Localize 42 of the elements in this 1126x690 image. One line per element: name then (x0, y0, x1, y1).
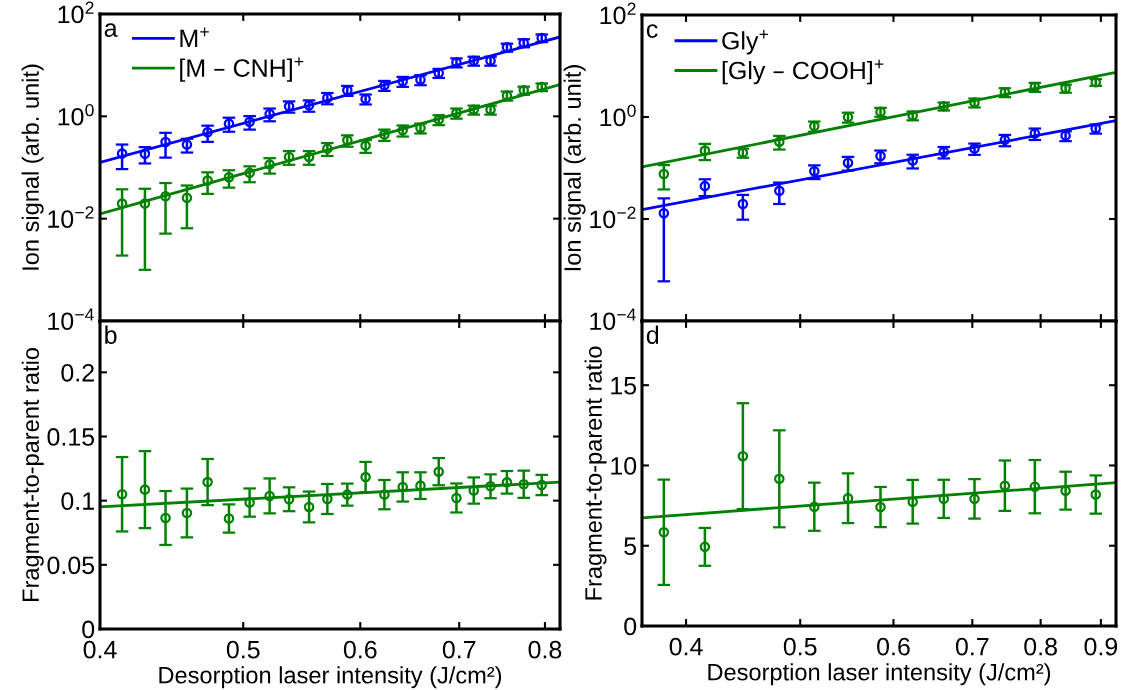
y-tick-label: 0 (82, 620, 95, 639)
x-tick-label: 0.5 (226, 640, 260, 659)
y-tick-label: 10$^{0}$ (600, 104, 636, 127)
y-axis-title: Fragment-to-parent ratio (21, 348, 44, 601)
y-axis-title: Ion signal (arb. unit) (563, 65, 586, 271)
x-tick-label: 0.7 (955, 637, 989, 656)
y-tick-label: 0.15 (47, 428, 95, 446)
annotation: a (104, 23, 118, 37)
y-tick-label: 0.05 (47, 556, 95, 575)
x-tick-label: 0.8 (1024, 637, 1057, 656)
y-axis-title: Fragment-to-parent ratio (584, 346, 607, 600)
y-tick-label: 10$^{−2}$ (590, 206, 636, 229)
annotation: c (646, 24, 658, 38)
x-tick-label: 0.6 (343, 640, 377, 659)
y-tick-label: 10 (611, 457, 637, 475)
x-tick-label: 0.8 (528, 640, 562, 659)
legend-label: M$^{+}$ (180, 27, 209, 47)
annotation: d (646, 325, 659, 344)
x-tick-label: 0.5 (783, 637, 817, 656)
x-tick-label: 0.6 (877, 637, 910, 656)
x-axis-title: Desorption laser intensity (J/cm²) (708, 663, 1051, 686)
legend-label: Gly$^{+}$ (722, 30, 769, 55)
x-tick-label: 0.9 (1084, 637, 1118, 656)
y-tick-label: 5 (624, 537, 637, 556)
y-axis-title: Ion signal (arb. unit) (21, 64, 44, 270)
y-tick-label: 0.1 (61, 492, 94, 510)
x-axis-title: Desorption laser intensity (J/cm²) (159, 666, 502, 689)
y-tick-label: 15 (611, 377, 637, 395)
legend-label: [M – CNH]$^{+}$ (180, 57, 304, 82)
annotation: b (105, 325, 117, 344)
x-tick-label: 0.4 (83, 640, 117, 659)
y-tick-label: 10$^{2}$ (58, 1, 94, 24)
y-tick-label: 10$^{0}$ (58, 103, 94, 126)
y-tick-label: 10$^{−4}$ (48, 308, 94, 331)
y-tick-label: 0 (624, 617, 637, 636)
legend-label: [Gly – COOH]$^{+}$ (722, 59, 884, 85)
y-tick-label: 10$^{−4}$ (590, 308, 636, 331)
x-tick-label: 0.7 (442, 640, 476, 659)
y-tick-label: 10$^{2}$ (600, 2, 636, 25)
y-tick-label: 0.2 (61, 363, 94, 382)
x-tick-label: 0.4 (669, 637, 703, 656)
y-tick-label: 10$^{−2}$ (48, 206, 94, 228)
